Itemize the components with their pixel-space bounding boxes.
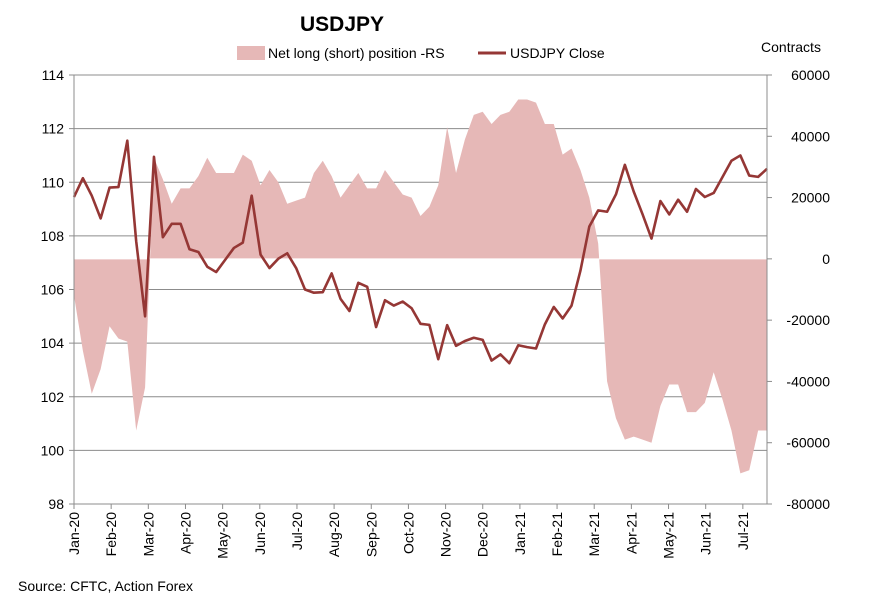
legend-swatch-net-position bbox=[237, 46, 265, 60]
x-tick-label: Jul-20 bbox=[289, 512, 305, 550]
x-tick-label: May-20 bbox=[215, 512, 231, 559]
right-tick-label: -40000 bbox=[786, 373, 830, 389]
x-tick-label: Apr-20 bbox=[178, 512, 194, 554]
x-tick-label: Apr-21 bbox=[623, 512, 639, 554]
left-tick-label: 102 bbox=[41, 389, 65, 405]
left-tick-label: 108 bbox=[41, 228, 65, 244]
x-tick-label: May-21 bbox=[661, 512, 677, 559]
x-tick-label: Feb-20 bbox=[103, 512, 119, 557]
x-tick-label: Sep-20 bbox=[363, 512, 379, 557]
x-tick-label: Jun-20 bbox=[252, 512, 268, 555]
right-axis-ticks: -80000 -60000 -40000 -20000 0 20000 40000 60000 bbox=[767, 67, 830, 512]
x-tick-label: Jan-21 bbox=[512, 512, 528, 555]
right-tick-label: -60000 bbox=[786, 435, 830, 451]
x-tick-label: Jul-21 bbox=[735, 512, 751, 550]
x-tick-label: Dec-20 bbox=[475, 512, 491, 557]
x-tick-label: Aug-20 bbox=[326, 512, 342, 557]
x-tick-label: Jan-20 bbox=[66, 512, 82, 555]
x-tick-label: Mar-21 bbox=[586, 512, 602, 557]
right-tick-label: 0 bbox=[822, 251, 830, 267]
left-tick-label: 106 bbox=[41, 282, 65, 298]
left-tick-label: 100 bbox=[41, 442, 65, 458]
net-position-area bbox=[74, 99, 767, 474]
left-tick-label: 110 bbox=[42, 174, 65, 190]
source-note: Source: CFTC, Action Forex bbox=[18, 578, 193, 594]
usdjpy-close-polyline bbox=[72, 139, 768, 365]
x-tick-label: Nov-20 bbox=[438, 512, 454, 557]
x-axis-ticks: Jan-20 Feb-20 Mar-20 Apr-20 May-20 Jun-20 Jul-… bbox=[66, 504, 751, 559]
x-tick-label: Jun-21 bbox=[698, 512, 714, 555]
left-axis-ticks: 98 100 102 104 106 108 110 112 114 bbox=[41, 67, 74, 512]
left-tick-label: 98 bbox=[48, 496, 64, 512]
chart-legend: Net long (short) position -RS USDJPY Clo… bbox=[237, 45, 605, 61]
right-tick-label: -20000 bbox=[786, 312, 830, 328]
right-tick-label: 20000 bbox=[791, 190, 830, 206]
right-axis-unit-label: Contracts bbox=[761, 39, 821, 55]
right-tick-label: 40000 bbox=[791, 128, 830, 144]
x-tick-label: Mar-20 bbox=[140, 512, 156, 557]
chart-title: USDJPY bbox=[300, 13, 384, 36]
left-tick-label: 112 bbox=[42, 121, 65, 137]
right-tick-label: 60000 bbox=[791, 67, 830, 83]
left-tick-label: 114 bbox=[42, 67, 65, 83]
right-tick-label: -80000 bbox=[786, 496, 830, 512]
x-tick-label: Feb-21 bbox=[549, 512, 565, 557]
left-tick-label: 104 bbox=[41, 335, 65, 351]
legend-label-usdjpy-close: USDJPY Close bbox=[510, 45, 605, 61]
net-position-area-shape bbox=[74, 99, 767, 474]
usdjpy-close-line bbox=[72, 139, 768, 365]
legend-label-net-position: Net long (short) position -RS bbox=[268, 45, 445, 61]
x-tick-label: Oct-20 bbox=[400, 512, 416, 554]
